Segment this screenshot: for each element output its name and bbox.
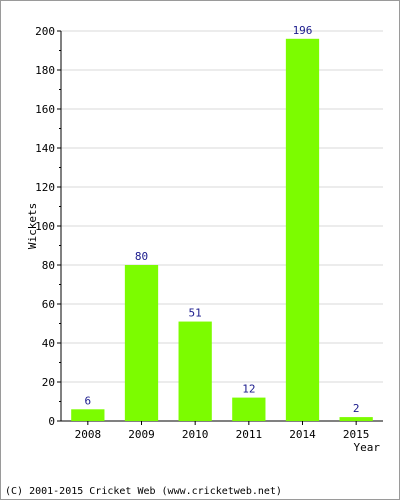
y-tick-label: 120 — [35, 181, 55, 194]
x-tick-label: 2009 — [128, 428, 155, 441]
bar-value-labels: 6 80 51 12 196 2 — [85, 24, 360, 415]
y-tick-label: 180 — [35, 64, 55, 77]
bar-2009 — [124, 265, 159, 421]
bar-2011 — [232, 397, 266, 421]
bar-value-label: 6 — [85, 394, 92, 407]
y-tick-label: 100 — [35, 220, 55, 233]
bar-2015 — [339, 417, 373, 421]
y-tick-label: 40 — [42, 337, 55, 350]
bar-value-label: 12 — [242, 383, 255, 396]
bars — [71, 38, 373, 422]
y-tick-label: 0 — [48, 415, 55, 428]
y-tick-label: 140 — [35, 142, 55, 155]
x-tick-label: 2014 — [289, 428, 316, 441]
x-tick-label: 2010 — [182, 428, 209, 441]
bar-value-label: 2 — [353, 402, 360, 415]
y-axis-title: Wickets — [26, 203, 39, 249]
y-tick-label: 80 — [42, 259, 55, 272]
bar-value-label: 51 — [189, 307, 202, 320]
bar-value-label: 80 — [135, 250, 148, 263]
x-axis-ticks: 2008 2009 2010 2011 2014 2015 — [75, 421, 370, 441]
x-axis-title: Year — [354, 441, 381, 454]
x-tick-label: 2011 — [236, 428, 263, 441]
bar-2014 — [285, 38, 320, 422]
copyright-footer: (C) 2001-2015 Cricket Web (www.cricketwe… — [5, 486, 282, 497]
y-tick-label: 200 — [35, 25, 55, 38]
y-tick-label: 20 — [42, 376, 55, 389]
y-tick-label: 160 — [35, 103, 55, 116]
y-tick-label: 60 — [42, 298, 55, 311]
x-tick-label: 2008 — [75, 428, 102, 441]
y-axis-ticks: 0 20 40 60 80 100 120 140 160 180 200 — [35, 25, 61, 428]
bar-value-label: 196 — [293, 24, 313, 37]
x-tick-label: 2015 — [343, 428, 370, 441]
bar-2008 — [71, 409, 105, 421]
bar-2010 — [178, 321, 212, 421]
gridlines — [61, 30, 383, 383]
